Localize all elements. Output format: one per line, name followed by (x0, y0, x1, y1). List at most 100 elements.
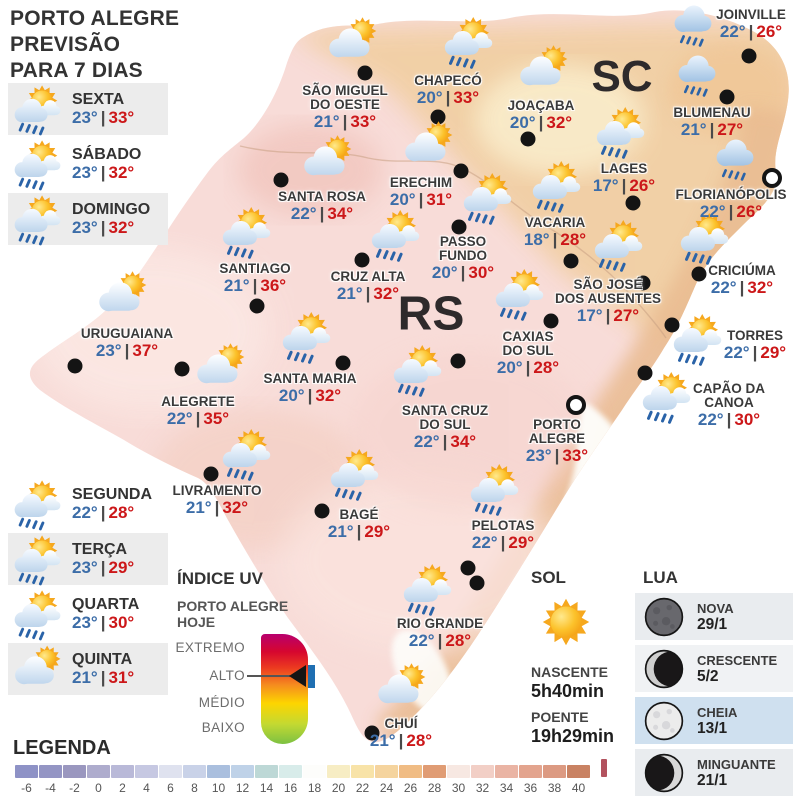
temperature-range: 23° | 33° (526, 446, 588, 465)
temp-separator: | (621, 176, 627, 195)
city-marker-santa-cruz-do-sul (450, 353, 466, 369)
city-name: SANTA MARIA (263, 371, 357, 386)
city-sao-jose-dos-ausentes: SÃO JOSÉ DOS AUSENTES 17° | 27° (555, 278, 661, 326)
min-temp: 20° (509, 113, 536, 132)
max-temp: 36° (260, 276, 287, 295)
temp-separator: | (726, 410, 732, 429)
city-name: SANTA CRUZ (401, 403, 489, 418)
sun-cloud-rain-icon (440, 14, 496, 75)
temperature-range: 22° | 32° (708, 278, 776, 297)
city-name: CAPÃO DA (692, 381, 766, 396)
page-title: PORTO ALEGRE PREVISÃO PARA 7 DIAS (10, 6, 179, 84)
max-temp: 30° (108, 613, 135, 632)
page-title-line1: PORTO ALEGRE (10, 7, 180, 30)
temperature-range: 20° | 32° (508, 113, 575, 132)
sun-cloud-rain-icon (590, 217, 646, 278)
city-uruguaiana: URUGUAIANA 23° | 37° (80, 326, 174, 361)
max-temp: 30° (468, 263, 495, 282)
uv-level-baixo: BAIXO (201, 720, 245, 735)
city-sao-miguel-do-oeste: SÃO MIGUEL DO OESTE 21° | 33° (302, 84, 388, 132)
temp-separator: | (739, 278, 745, 297)
min-temp: 23° (525, 446, 552, 465)
uv-gradient-bar (261, 634, 308, 744)
city-name: URUGUAIANA (80, 326, 174, 341)
moon-phase-row-cheia: CHEIA 13/1 (635, 697, 793, 744)
min-temp: 21° (336, 284, 363, 303)
legend-swatch (111, 765, 134, 778)
city-florianopolis: FLORIANÓPOLIS 22° | 26° (675, 187, 787, 222)
city-rio-grande: RIO GRANDE 22° | 28° (397, 617, 483, 651)
max-temp: 37° (132, 341, 159, 360)
temperature-range: 21° | 33° (302, 112, 388, 131)
rain-cloud-icon (672, 51, 722, 106)
capital-marker-porto-alegre (566, 395, 586, 415)
legend-swatch (15, 765, 38, 778)
city-name: CHUÍ (384, 716, 418, 731)
sun-cloud-rain-icon (491, 266, 547, 327)
legend-swatch (231, 765, 254, 778)
city-marker-chui (364, 725, 380, 741)
max-temp: 31° (426, 190, 453, 209)
city-alegrete: ALEGRETE 22° | 35° (161, 395, 235, 429)
sun-section-title: SOL (531, 568, 566, 587)
max-temp: 26° (756, 22, 783, 41)
city-name: PORTO (533, 417, 581, 432)
moon-cheia-icon (643, 700, 685, 742)
moon-phase-row-minguante: MINGUANTE 21/1 (635, 749, 793, 796)
legend-tick: 30 (451, 781, 466, 795)
legend-tick: 38 (547, 781, 562, 795)
day-text: QUINTA 21° | 31° (72, 651, 134, 687)
city-marker-santiago (249, 298, 265, 314)
cloud-sun-icon (515, 42, 571, 103)
temperature-range: 20° | 32° (264, 386, 357, 405)
city-caxias-do-sul: CAXIAS DO SUL 20° | 28° (497, 330, 559, 378)
moon-nova-icon (643, 596, 685, 638)
sun-cloud-rain-icon (10, 82, 64, 136)
city-name: PELOTAS (471, 518, 535, 533)
city-name: JOAÇABA (507, 98, 575, 113)
temp-separator: | (437, 631, 443, 650)
max-temp: 27° (613, 306, 640, 325)
temperature-range: 23° | 37° (81, 341, 173, 360)
legend-tick: 40 (571, 781, 586, 795)
sun-cloud-rain-icon (676, 210, 732, 271)
uv-today: HOJE (177, 614, 216, 630)
temperature-range: 23° | 29° (72, 558, 134, 577)
forecast-day-row-domingo: DOMINGO 23° | 32° (8, 193, 168, 246)
min-temp: 20° (389, 190, 416, 209)
sun-cloud-rain-icon (592, 104, 648, 165)
temp-separator: | (552, 230, 558, 249)
min-temp: 21° (369, 731, 396, 750)
moon-text: NOVA 29/1 (697, 601, 734, 633)
min-temp: 23° (72, 558, 98, 577)
city-livramento: LIVRAMENTO 21° | 32° (172, 484, 261, 518)
max-temp: 33° (108, 108, 135, 127)
max-temp: 28° (406, 731, 433, 750)
city-name: TORRES (726, 328, 784, 343)
city-marker-bage (314, 503, 330, 519)
min-temp: 22° (166, 409, 193, 428)
city-santa-maria: SANTA MARIA 20° | 32° (263, 371, 357, 406)
max-temp: 32° (315, 386, 342, 405)
legend-tick: 36 (523, 781, 538, 795)
temperature-range: 21° | 31° (72, 668, 134, 687)
city-marker-rio-grande (469, 575, 485, 591)
city-marker-lages (625, 195, 641, 211)
cloud-sun-icon (10, 642, 64, 696)
temp-separator: | (342, 112, 348, 131)
temp-separator: | (100, 218, 106, 237)
legend-tick: 24 (379, 781, 394, 795)
min-temp: 23° (72, 218, 98, 237)
day-name: TERÇA (72, 541, 128, 558)
uv-level-médio: MÉDIO (198, 695, 245, 710)
cloud-sun-icon (373, 660, 429, 721)
legend-tick: -6 (21, 781, 32, 795)
sun-cloud-rain-icon (10, 587, 64, 641)
temperature-range: 21° | 29° (328, 522, 390, 541)
city-name: FLORIANÓPOLIS (675, 187, 787, 202)
sunrise-time: 5h40min (531, 681, 605, 701)
legend-tick: 0 (95, 781, 102, 795)
city-name: DO SUL (502, 343, 554, 358)
city-marker-blumenau (719, 89, 735, 105)
